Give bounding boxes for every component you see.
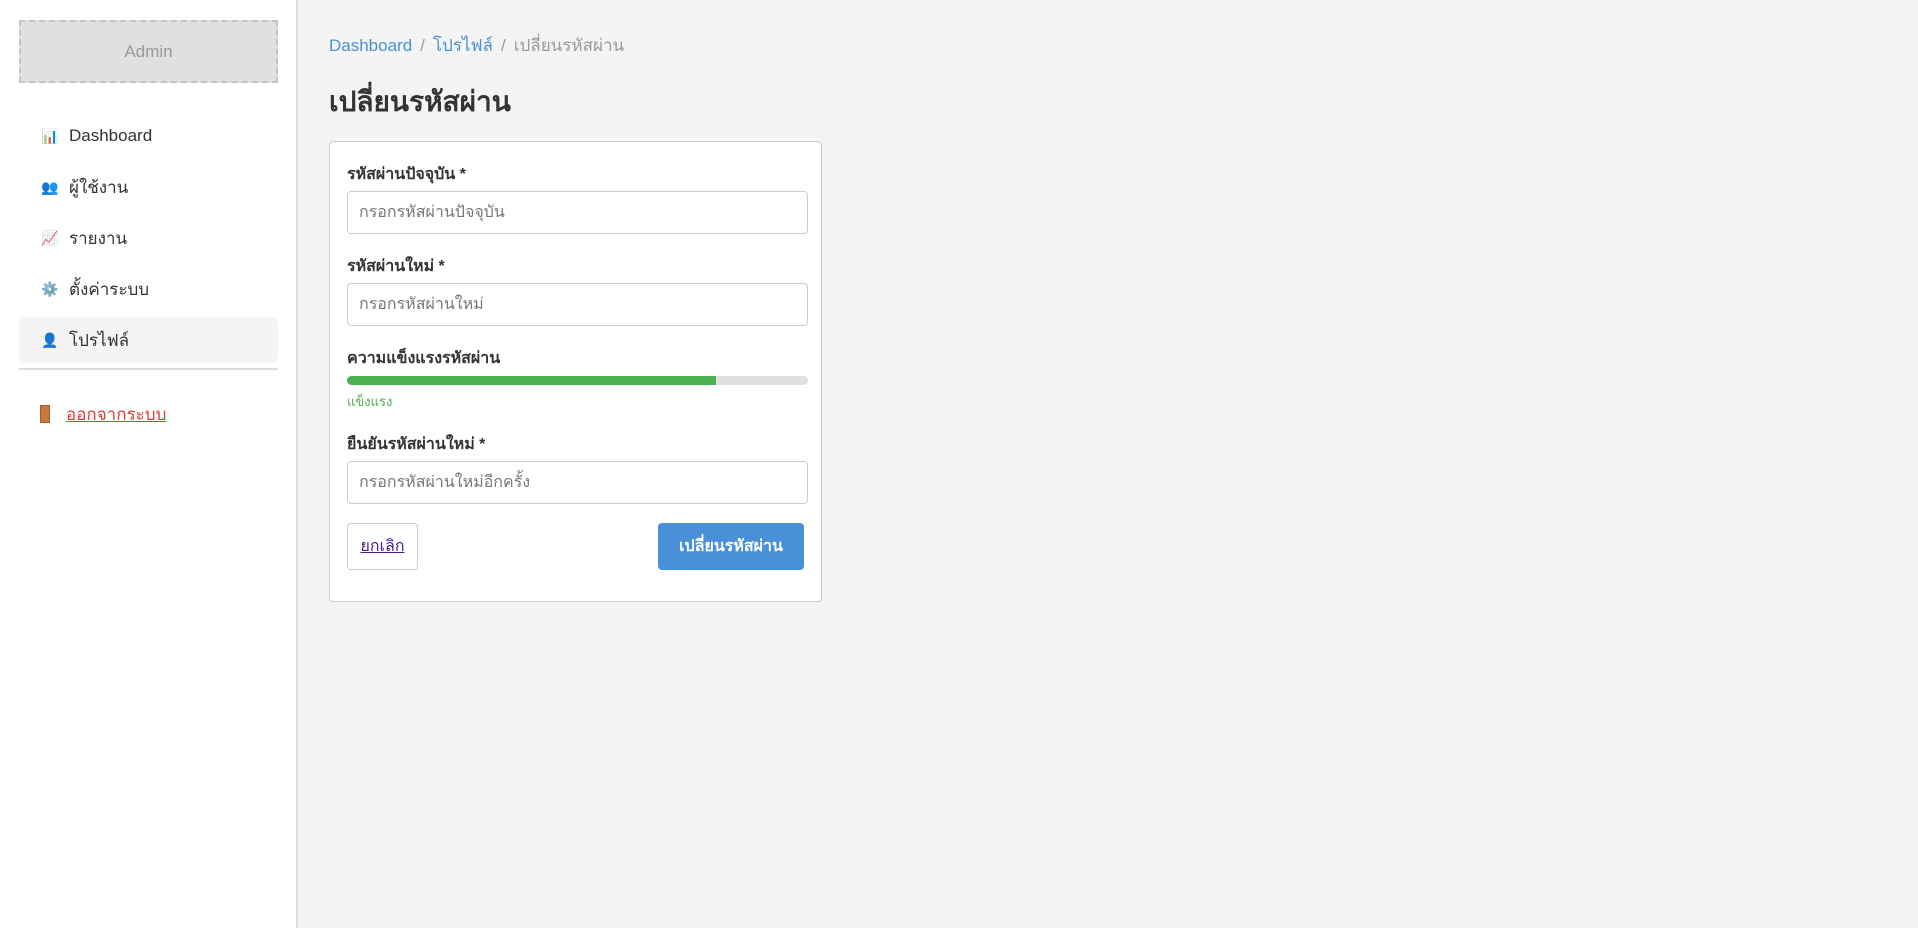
sidebar-nav: 📊 Dashboard 👥 ผู้ใช้งาน 📈 รายงาน ⚙️ ตั้งค่าร… [19,113,278,368]
new-password-label: รหัสผ่านใหม่ * [347,258,445,275]
current-password-label: รหัสผ่านปัจจุบัน * [347,166,466,183]
sidebar-item-reports[interactable]: 📈 รายงาน [19,215,278,261]
sidebar-item-label: โปรไฟล์ [69,330,130,350]
sidebar-item-dashboard[interactable]: 📊 Dashboard [19,113,278,159]
sidebar-item-label: Dashboard [69,126,153,145]
current-password-input[interactable] [347,191,808,234]
breadcrumb-current: เปลี่ยนรหัสผ่าน [513,36,625,55]
door-icon [40,405,50,423]
user-icon: 👤 [41,331,59,348]
breadcrumb-separator: / [420,36,425,55]
form-actions: ยกเลิก เปลี่ยนรหัสผ่าน [347,523,804,570]
gear-icon: ⚙️ [41,280,59,297]
line-chart-icon: 📈 [41,229,59,246]
strength-bar-fill [347,376,716,385]
strength-label: ความแข็งแรงรหัสผ่าน [347,350,501,367]
page-title: เปลี่ยนรหัสผ่าน [329,86,511,117]
sidebar-item-label: ตั้งค่าระบบ [69,279,150,299]
logo: Admin [19,20,278,83]
sidebar-item-label: รายงาน [69,228,128,248]
change-password-form: รหัสผ่านปัจจุบัน * รหัสผ่านใหม่ * ความแข… [329,141,822,602]
sidebar: Admin 📊 Dashboard 👥 ผู้ใช้งาน 📈 รายงาน ⚙️ ตั… [0,0,298,928]
breadcrumb-dashboard[interactable]: Dashboard [329,36,413,55]
confirm-password-label: ยืนยันรหัสผ่านใหม่ * [347,436,486,453]
sidebar-item-profile[interactable]: 👤 โปรไฟล์ [19,317,278,363]
sidebar-item-users[interactable]: 👥 ผู้ใช้งาน [19,164,278,210]
change-password-button[interactable]: เปลี่ยนรหัสผ่าน [658,523,804,570]
logout-label: ออกจากระบบ [66,405,167,424]
breadcrumb-profile[interactable]: โปรไฟล์ [432,36,493,55]
users-icon: 👥 [41,178,59,195]
strength-bar [347,376,808,385]
sidebar-item-label: ผู้ใช้งาน [69,177,129,197]
confirm-password-input[interactable] [347,461,808,504]
breadcrumb: Dashboard / โปรไฟล์ / เปลี่ยนรหัสผ่าน [329,32,624,59]
strength-text: แข็งแรง [347,394,393,409]
sidebar-item-settings[interactable]: ⚙️ ตั้งค่าระบบ [19,266,278,312]
logout-link[interactable]: ออกจากระบบ [40,401,166,428]
breadcrumb-separator: / [500,36,506,55]
new-password-input[interactable] [347,283,808,326]
bar-chart-icon: 📊 [41,127,59,144]
sidebar-divider [19,368,278,370]
cancel-button[interactable]: ยกเลิก [347,523,418,570]
